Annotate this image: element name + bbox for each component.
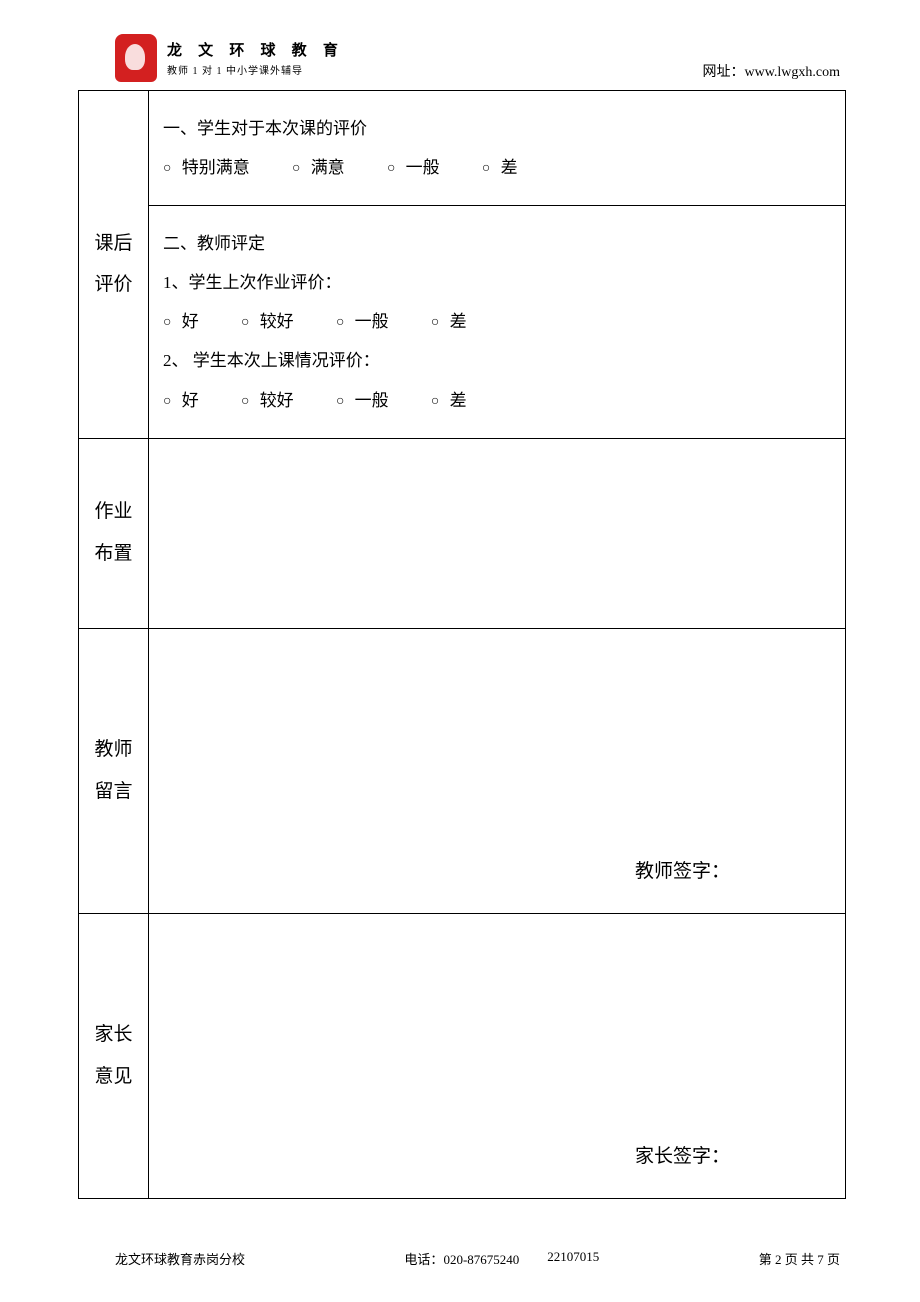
homework-options-row: ○ 好 ○ 较好 ○ 一般 ○ 差	[163, 302, 831, 341]
option-bad-2: ○ 差	[431, 381, 467, 420]
logo-area: 龙 文 环 球 教 育 教师 1 对 1 中小学课外辅导	[115, 34, 344, 82]
post-eval-row: 课后 评价 一、学生对于本次课的评价 ○ 特别满意 ○ 满意 ○ 一般 ○ 差 …	[79, 91, 846, 439]
option-good: ○ 好	[163, 302, 199, 341]
post-eval-label-cell: 课后 评价	[79, 91, 149, 439]
class-eval-label: 2、 学生本次上课情况评价：	[163, 341, 831, 380]
teacher-note-label-cell: 教师 留言	[79, 628, 149, 913]
website-prefix: 网址：	[702, 65, 744, 80]
homework-row: 作业 布置	[79, 438, 846, 628]
teacher-signature: 教师签字：	[635, 856, 730, 883]
option-very-satisfied: ○ 特别满意	[163, 148, 250, 187]
parent-note-label-cell: 家长 意见	[79, 913, 149, 1198]
footer-phone-2: 22107015	[547, 1249, 599, 1268]
circle-icon: ○	[336, 307, 344, 339]
option-avg: ○ 一般	[336, 302, 389, 341]
option-fair-2: ○ 较好	[241, 381, 294, 420]
homework-label-1: 作业	[79, 491, 148, 533]
homework-label-cell: 作业 布置	[79, 438, 149, 628]
circle-icon: ○	[163, 386, 171, 418]
teacher-note-row: 教师 留言 教师签字：	[79, 628, 846, 913]
option-avg-2: ○ 一般	[336, 381, 389, 420]
parent-label-1: 家长	[79, 1014, 148, 1056]
homework-content	[149, 438, 846, 628]
option-average: ○ 一般	[387, 148, 440, 187]
parent-note-row: 家长 意见 家长签字：	[79, 913, 846, 1198]
post-eval-content: 一、学生对于本次课的评价 ○ 特别满意 ○ 满意 ○ 一般 ○ 差 二、教师评定…	[149, 91, 846, 439]
homework-label-2: 布置	[79, 533, 148, 575]
logo-title: 龙 文 环 球 教 育	[167, 39, 344, 60]
logo-text-block: 龙 文 环 球 教 育 教师 1 对 1 中小学课外辅导	[167, 39, 344, 77]
page-footer: 龙文环球教育赤岗分校 电话：020-87675240 22107015 第 2 …	[115, 1249, 840, 1268]
evaluation-table: 课后 评价 一、学生对于本次课的评价 ○ 特别满意 ○ 满意 ○ 一般 ○ 差 …	[78, 90, 846, 1199]
option-fair: ○ 较好	[241, 302, 294, 341]
footer-pagination: 第 2 页 共 7 页	[759, 1249, 840, 1268]
website-label: 网址：www.lwgxh.com	[702, 61, 840, 81]
teacher-label-1: 教师	[79, 729, 148, 771]
page-header: 龙 文 环 球 教 育 教师 1 对 1 中小学课外辅导 网址：www.lwgx…	[115, 30, 840, 85]
post-eval-label-1: 课后	[79, 223, 148, 265]
parent-note-content: 家长签字：	[149, 913, 846, 1198]
student-options-row: ○ 特别满意 ○ 满意 ○ 一般 ○ 差	[163, 148, 831, 187]
circle-icon: ○	[336, 386, 344, 418]
post-eval-label-2: 评价	[79, 264, 148, 306]
footer-phone-block: 电话：020-87675240 22107015	[404, 1249, 599, 1268]
footer-school: 龙文环球教育赤岗分校	[115, 1249, 245, 1268]
circle-icon: ○	[292, 153, 300, 185]
circle-icon: ○	[431, 307, 439, 339]
circle-icon: ○	[241, 386, 249, 418]
circle-icon: ○	[241, 307, 249, 339]
teacher-label-2: 留言	[79, 771, 148, 813]
website-url: www.lwgxh.com	[744, 65, 840, 80]
logo-icon	[115, 34, 157, 82]
option-good-2: ○ 好	[163, 381, 199, 420]
circle-icon: ○	[387, 153, 395, 185]
student-eval-title: 一、学生对于本次课的评价	[163, 109, 831, 148]
option-satisfied: ○ 满意	[292, 148, 345, 187]
option-bad: ○ 差	[431, 302, 467, 341]
option-poor: ○ 差	[482, 148, 518, 187]
class-options-row: ○ 好 ○ 较好 ○ 一般 ○ 差	[163, 381, 831, 420]
logo-subtitle: 教师 1 对 1 中小学课外辅导	[167, 62, 344, 77]
circle-icon: ○	[163, 307, 171, 339]
parent-signature: 家长签字：	[635, 1141, 730, 1168]
student-eval-section: 一、学生对于本次课的评价 ○ 特别满意 ○ 满意 ○ 一般 ○ 差	[149, 91, 845, 206]
circle-icon: ○	[163, 153, 171, 185]
footer-phone: 电话：020-87675240	[404, 1249, 519, 1268]
teacher-eval-section: 二、教师评定 1、学生上次作业评价： ○ 好 ○ 较好 ○ 一般 ○ 差 2、 …	[149, 206, 845, 437]
teacher-note-content: 教师签字：	[149, 628, 846, 913]
homework-eval-label: 1、学生上次作业评价：	[163, 263, 831, 302]
circle-icon: ○	[482, 153, 490, 185]
teacher-eval-title: 二、教师评定	[163, 224, 831, 263]
parent-label-2: 意见	[79, 1056, 148, 1098]
circle-icon: ○	[431, 386, 439, 418]
